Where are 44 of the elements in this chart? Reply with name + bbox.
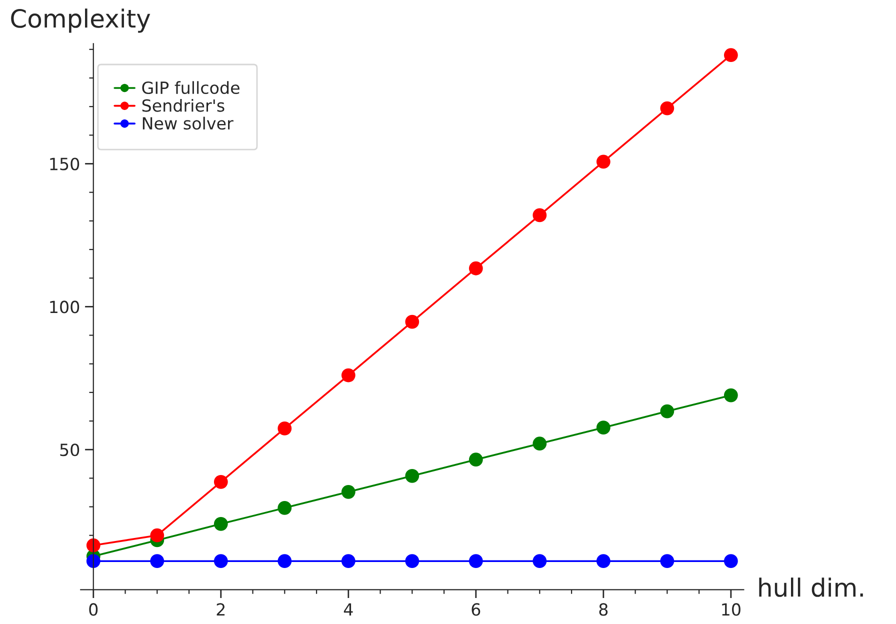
- y-tick-label: 150: [50, 158, 80, 170]
- point: [150, 554, 164, 568]
- point: [596, 154, 610, 169]
- x-tick-label: 8: [599, 603, 608, 616]
- y-axis-title: Complexity: [11, 8, 150, 33]
- point: [660, 404, 674, 418]
- point: [724, 48, 738, 62]
- x-tick-label: 6: [472, 603, 480, 616]
- point: [405, 314, 420, 329]
- point: [468, 554, 483, 568]
- point: [724, 554, 738, 568]
- point: [532, 436, 547, 451]
- legend-label: New solver: [142, 116, 234, 130]
- point: [341, 554, 356, 568]
- point: [596, 420, 610, 435]
- point: [532, 554, 547, 568]
- x-tick-label: 2: [216, 603, 225, 616]
- point: [724, 388, 738, 402]
- point: [532, 208, 547, 222]
- point: [660, 101, 674, 116]
- x-tick-label: 4: [344, 603, 353, 616]
- point: [405, 468, 420, 483]
- point: [341, 484, 356, 499]
- x-axis-title: hull dim.: [759, 578, 863, 597]
- point: [214, 474, 228, 489]
- point: [150, 528, 164, 542]
- x-tick-label: 0: [89, 603, 98, 616]
- y-tick-label: 50: [60, 444, 80, 456]
- point: [660, 554, 674, 568]
- point: [341, 368, 356, 382]
- point: [278, 554, 292, 568]
- point: [278, 422, 292, 436]
- point: [278, 500, 292, 515]
- point: [405, 554, 420, 568]
- point: [468, 261, 483, 276]
- legend-label: GIP fullcode: [142, 81, 240, 94]
- point: [86, 554, 100, 568]
- x-tick-label: 10: [722, 603, 740, 616]
- point: [214, 516, 228, 531]
- legend-label: Sendrier's: [142, 98, 224, 112]
- point: [596, 554, 610, 568]
- point: [468, 452, 483, 467]
- point: [214, 554, 228, 568]
- y-tick-label: 100: [50, 300, 80, 314]
